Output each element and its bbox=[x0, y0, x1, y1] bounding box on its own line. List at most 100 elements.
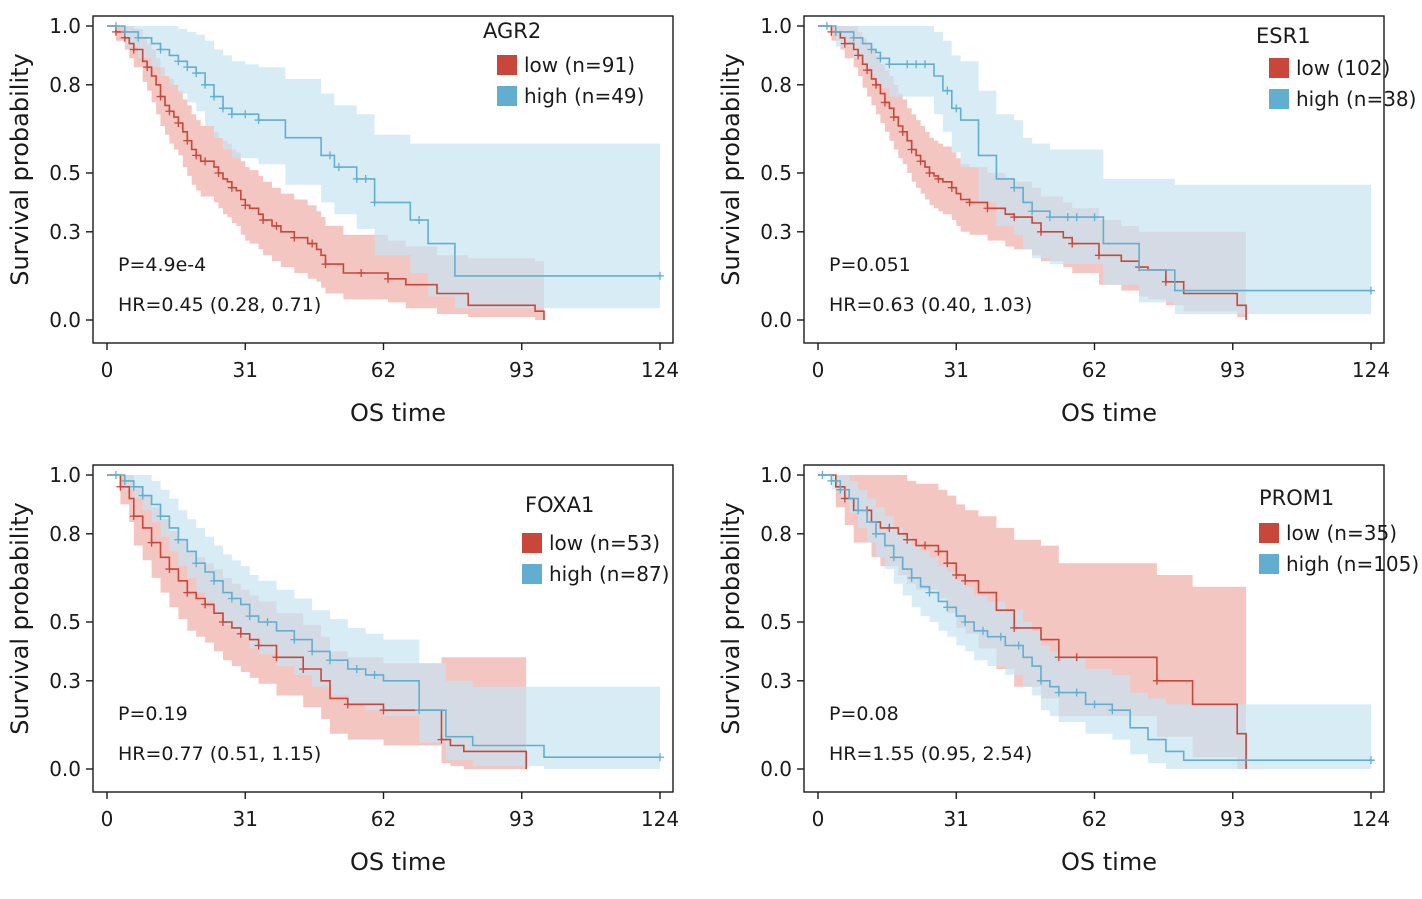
legend: AGR2 low (n=91) high (n=49) bbox=[483, 19, 644, 108]
censor-mark-low bbox=[437, 735, 446, 744]
confidence-bands bbox=[818, 475, 1371, 769]
legend-swatch-high bbox=[1269, 89, 1289, 109]
censor-mark-high bbox=[325, 656, 334, 665]
censor-mark-low bbox=[854, 51, 863, 60]
censor-mark-low bbox=[871, 80, 880, 89]
censor-mark-high bbox=[308, 647, 317, 656]
censor-mark-low bbox=[379, 706, 388, 715]
y-tick-label: 1.0 bbox=[760, 463, 792, 487]
censor-mark-high bbox=[831, 27, 840, 36]
censor-mark-high bbox=[218, 104, 227, 113]
censor-mark-high bbox=[871, 529, 880, 538]
censor-mark-high bbox=[656, 271, 664, 280]
x-tick-label: 124 bbox=[1352, 807, 1390, 831]
censor-mark-high bbox=[979, 626, 988, 635]
legend-swatch-low bbox=[1259, 523, 1279, 543]
censor-mark-low bbox=[129, 512, 138, 521]
censor-mark-high bbox=[656, 753, 664, 762]
y-tick-label: 0.8 bbox=[760, 522, 792, 546]
legend-label-high: high (n=49) bbox=[524, 84, 644, 108]
censor-mark-high bbox=[1045, 213, 1054, 222]
y-tick-label: 0.5 bbox=[760, 161, 792, 185]
censor-mark-low bbox=[1036, 227, 1045, 236]
legend: ESR1 low (102) high (n=38) bbox=[1256, 24, 1416, 111]
km-plot-esr1: 0.0 0.3 0.5 0.8 1.0 0 31 62 93 124 OS time Survival… bbox=[717, 14, 1416, 427]
legend-title-agr2: AGR2 bbox=[483, 19, 541, 43]
censor-mark-low bbox=[983, 204, 992, 213]
hazard-ratio-label: HR=0.45 (0.28, 0.71) bbox=[118, 294, 321, 316]
legend: PROM1 low (n=35) high (n=105) bbox=[1259, 486, 1419, 576]
censor-mark-low bbox=[241, 201, 250, 210]
x-tick-label: 62 bbox=[1082, 807, 1107, 831]
censor-mark-high bbox=[1367, 756, 1375, 765]
censor-mark-high bbox=[227, 594, 236, 603]
x-tick-label: 93 bbox=[1220, 807, 1245, 831]
censor-mark-low bbox=[1094, 251, 1103, 260]
legend-label-low: low (102) bbox=[1296, 56, 1390, 80]
legend-swatch-low bbox=[497, 55, 517, 75]
censor-mark-high bbox=[1072, 688, 1081, 697]
censor-mark-low bbox=[1068, 239, 1077, 248]
axes: 0.0 0.3 0.5 0.8 1.0 0 31 62 93 124 bbox=[49, 14, 679, 382]
censor-mark-low bbox=[925, 169, 934, 177]
censor-mark-high bbox=[943, 603, 952, 612]
censor-mark-high bbox=[245, 612, 254, 621]
y-tick-label: 0.3 bbox=[760, 669, 792, 693]
censor-mark-low bbox=[934, 547, 943, 556]
censor-mark-low bbox=[1010, 213, 1019, 222]
x-tick-label: 31 bbox=[944, 358, 969, 382]
x-axis-label: OS time bbox=[1061, 399, 1157, 427]
censor-mark-high bbox=[241, 110, 250, 119]
series-low bbox=[818, 474, 1247, 769]
censor-mark-high bbox=[174, 535, 183, 544]
censor-mark-high bbox=[370, 198, 379, 207]
censor-mark-low bbox=[383, 274, 392, 283]
series-low bbox=[107, 474, 527, 769]
censor-mark-low bbox=[227, 183, 236, 192]
censor-mark-high bbox=[925, 588, 934, 597]
km-plot-foxa1: 0.0 0.3 0.5 0.8 1.0 0 31 62 93 124 OS time Survival… bbox=[6, 463, 679, 876]
censor-mark-low bbox=[916, 157, 925, 166]
y-tick-label: 0.5 bbox=[760, 610, 792, 634]
censor-mark-low bbox=[116, 482, 125, 491]
y-tick-label: 0.0 bbox=[760, 308, 792, 332]
x-tick-label: 62 bbox=[371, 358, 396, 382]
censor-mark-high bbox=[361, 174, 370, 183]
x-axis-label: OS time bbox=[350, 399, 446, 427]
censor-mark-low bbox=[143, 63, 152, 72]
p-value-label: P=0.08 bbox=[829, 703, 899, 725]
chart-panel-esr1: 0.0 0.3 0.5 0.8 1.0 0 31 62 93 124 OS time Survival… bbox=[711, 0, 1422, 449]
censor-mark-low bbox=[299, 665, 308, 674]
censor-mark-low bbox=[201, 157, 210, 166]
p-value-label: P=0.19 bbox=[118, 703, 188, 725]
axes: 0.0 0.3 0.5 0.8 1.0 0 31 62 93 124 bbox=[760, 463, 1390, 831]
axes: 0.0 0.3 0.5 0.8 1.0 0 31 62 93 124 bbox=[49, 463, 679, 831]
legend-swatch-high bbox=[522, 564, 542, 584]
axes: 0.0 0.3 0.5 0.8 1.0 0 31 62 93 124 bbox=[760, 14, 1390, 382]
censor-mark-high bbox=[885, 60, 894, 69]
x-tick-label: 124 bbox=[641, 807, 679, 831]
y-tick-label: 0.3 bbox=[49, 220, 81, 244]
censor-mark-high bbox=[201, 80, 210, 89]
legend-label-low: low (n=91) bbox=[524, 53, 635, 77]
censor-mark-high bbox=[1108, 706, 1117, 715]
censor-mark-high bbox=[192, 69, 201, 78]
series-high bbox=[818, 22, 1375, 295]
censor-mark-low bbox=[183, 136, 192, 145]
hazard-ratio-label: HR=0.77 (0.51, 1.15) bbox=[118, 743, 321, 765]
censor-mark-low bbox=[1161, 277, 1170, 286]
y-tick-label: 0.0 bbox=[49, 308, 81, 332]
censor-mark-high bbox=[849, 33, 858, 42]
censor-mark-low bbox=[308, 239, 317, 248]
censor-mark-high bbox=[822, 22, 831, 30]
x-tick-label: 93 bbox=[509, 807, 534, 831]
censor-mark-high bbox=[192, 559, 201, 568]
censor-mark-low bbox=[343, 700, 352, 709]
censor-mark-low bbox=[934, 174, 943, 183]
censor-mark-low bbox=[961, 576, 970, 585]
censor-mark-high bbox=[111, 471, 120, 479]
censor-mark-high bbox=[134, 33, 143, 42]
censor-mark-high bbox=[1090, 213, 1099, 222]
censor-mark-low bbox=[1072, 653, 1081, 662]
censor-mark-high bbox=[1028, 207, 1037, 216]
